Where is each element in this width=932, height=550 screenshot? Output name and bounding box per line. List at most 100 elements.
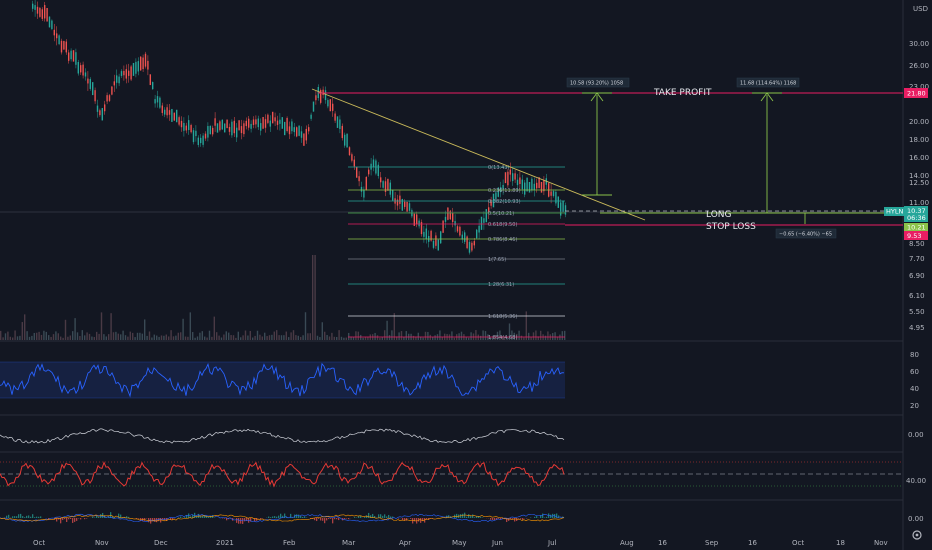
volume-bar [379, 337, 381, 340]
candle-body [562, 200, 564, 213]
macd-bar [382, 515, 384, 518]
price-tick: 30.00 [909, 40, 929, 48]
macd-bar [194, 512, 196, 518]
candle-body [435, 235, 437, 246]
volume-bar [376, 335, 379, 340]
volume-bar [355, 331, 357, 340]
volume-bar [417, 332, 419, 340]
macd-bar [550, 514, 552, 518]
macd-bar [208, 516, 210, 518]
candle-body [406, 201, 408, 212]
macd-bar [280, 513, 282, 518]
macd-bar [462, 513, 464, 518]
macd-bar [22, 516, 24, 518]
macd-bar [514, 518, 516, 522]
macd-bar [372, 513, 374, 518]
volume-bar [292, 330, 295, 340]
macd-bar [418, 518, 420, 522]
candle-body [495, 192, 497, 199]
candle-body [207, 126, 209, 138]
candle-body [315, 95, 317, 101]
candle-body [344, 134, 346, 146]
macd-bar [338, 518, 340, 521]
volume-bar [364, 336, 367, 340]
volume-bar [98, 333, 100, 340]
volume-bar [72, 331, 74, 340]
macd-bar [498, 518, 500, 519]
price-tick: 5.50 [909, 308, 925, 316]
candle-body [543, 180, 545, 192]
volume-bar [336, 337, 338, 340]
volume-bar [321, 322, 323, 340]
volume-bar [96, 331, 98, 340]
fib-retracement[interactable]: 0(13.43) 0.236(11.89) 0.382(10.93) 0.5(1… [348, 165, 565, 341]
volume-bar [345, 337, 347, 340]
volume-bar [223, 334, 225, 340]
candle-body [168, 110, 171, 115]
candle-body [430, 230, 432, 241]
volume-bar [62, 337, 64, 340]
macd-bar [334, 518, 336, 520]
macd-bar [96, 515, 98, 518]
macd-bar [170, 518, 172, 520]
macd-bar [30, 516, 32, 518]
macd-bar [348, 518, 350, 520]
last-price-value: 10.37 [907, 207, 926, 215]
volume-bar [451, 331, 453, 340]
measure-label: −0.65 (−6.40%) −65 [779, 232, 832, 238]
macd-bar [490, 518, 492, 520]
measure-tool-2[interactable] [752, 92, 782, 214]
macd-bar [152, 518, 154, 522]
volume-bar [348, 332, 350, 340]
volume-bar [220, 337, 223, 340]
volume-bar [103, 334, 105, 340]
volume-bar [100, 312, 103, 340]
candle-body [173, 112, 175, 121]
macd-bar [320, 518, 322, 521]
macd-bar [500, 518, 502, 520]
candle-body [192, 130, 195, 143]
candle-body [521, 179, 523, 190]
macd-bar [358, 515, 360, 518]
macd-bar [360, 515, 362, 518]
volume-bar [393, 313, 395, 340]
gear-icon[interactable] [912, 530, 922, 540]
trendline[interactable] [311, 88, 646, 221]
volume-bar [156, 335, 158, 340]
macd-bar [136, 518, 138, 519]
volume-bar [343, 337, 345, 340]
candle-body [63, 41, 65, 50]
price-axis[interactable]: USD 30.00 26.00 23.00 20.00 18.00 16.00 … [909, 5, 929, 332]
volume-bar [415, 336, 417, 340]
candle-body [96, 105, 99, 112]
candle-body [284, 121, 286, 136]
volume-bar [547, 331, 549, 340]
candle-body [132, 62, 135, 76]
candle-body [526, 177, 528, 192]
macd-bar [184, 517, 186, 518]
macd-bar [244, 518, 246, 522]
macd-bar [172, 518, 174, 520]
volume-bar [309, 333, 311, 340]
volume-bar [165, 334, 167, 340]
volume-bar [552, 333, 554, 340]
volume-bar [213, 316, 215, 340]
candle-body [365, 176, 367, 191]
measure-tool-1[interactable] [582, 92, 612, 196]
volume-bar [360, 334, 362, 340]
volume-bar [331, 332, 333, 340]
fib-label: 0.786(8.46) [488, 237, 517, 243]
macd-tick: 0.00 [908, 515, 924, 523]
macd-bar [426, 518, 428, 520]
candle-body [500, 187, 502, 193]
volume-bar [45, 331, 47, 340]
macd-bar [536, 516, 538, 518]
volume-bar [64, 319, 67, 340]
macd-bar [240, 518, 242, 524]
time-axis[interactable]: Oct Nov Dec 2021 Feb Mar Apr May Jun Jul… [33, 539, 888, 547]
volume-bar [508, 323, 511, 340]
candle-body [384, 181, 387, 192]
volume-bar [105, 336, 107, 340]
macd-bar [118, 513, 120, 518]
